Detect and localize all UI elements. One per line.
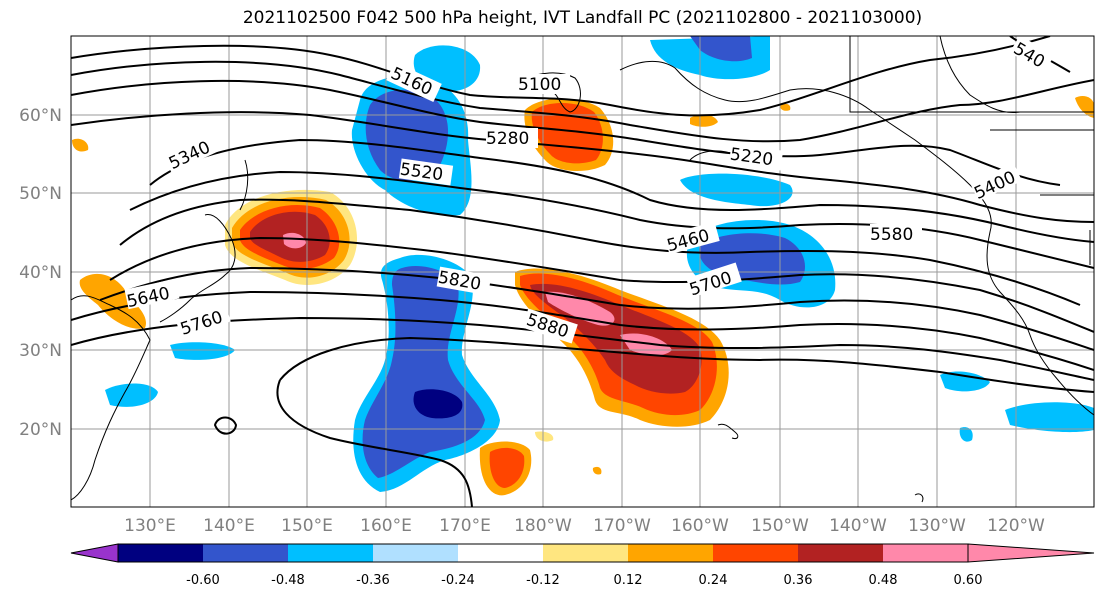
- map-frame: [70, 35, 1095, 508]
- lon-label: 170°E: [439, 516, 491, 536]
- positive-anomaly-japan: [225, 189, 358, 285]
- lon-label: 150°W: [751, 516, 809, 536]
- lon-label: 120°W: [987, 516, 1045, 536]
- lon-label: 130°E: [124, 516, 176, 536]
- colorbar-bin: [883, 544, 968, 562]
- colorbar-bin: [118, 544, 203, 562]
- longitude-labels: 130°E 140°E 150°E 160°E 170°E 180°W 170°…: [124, 516, 1045, 536]
- colorbar-bin: [628, 544, 713, 562]
- colorbar-ticks: -0.60 -0.48 -0.36 -0.24 -0.12 0.12 0.24 …: [186, 573, 982, 588]
- lon-label: 130°W: [908, 516, 966, 536]
- colorbar-over-triangle: [967, 543, 1095, 563]
- lat-label: 40°N: [19, 263, 62, 283]
- colorbar-bin: [543, 544, 628, 562]
- lon-label: 180°W: [514, 516, 572, 536]
- colorbar-bin: [713, 544, 798, 562]
- colorbar-tick-label: -0.60: [186, 573, 220, 588]
- height-contours: [71, 36, 1094, 507]
- contour-label: 5280: [486, 129, 529, 149]
- negative-anomaly-small-patches: [105, 342, 1094, 442]
- lon-label: 170°W: [593, 516, 651, 536]
- map-title: 2021102500 F042 500 hPa height, IVT Land…: [242, 8, 923, 28]
- lon-label: 160°E: [360, 516, 412, 536]
- colorbar-tick-label: 0.24: [699, 573, 728, 588]
- positive-anomaly-hawaii-west: [479, 431, 602, 496]
- lat-label: 50°N: [19, 184, 62, 204]
- positive-anomaly-east-asia-small: [72, 138, 146, 329]
- colorbar-tick-label: 0.60: [954, 573, 983, 588]
- colorbar-bin: [373, 544, 458, 562]
- colorbar: -0.60 -0.48 -0.36 -0.24 -0.12 0.12 0.24 …: [70, 543, 1095, 588]
- lon-label: 140°E: [203, 516, 255, 536]
- negative-anomaly-central-pacific: [353, 254, 500, 492]
- colorbar-tick-label: 0.12: [614, 573, 643, 588]
- colorbar-tick-label: -0.12: [526, 573, 560, 588]
- colorbar-bin: [798, 544, 883, 562]
- colorbar-tick-label: -0.48: [271, 573, 305, 588]
- contour-label: 5580: [870, 225, 913, 245]
- colorbar-bin: [203, 544, 288, 562]
- map-content: 5160 5100 5280 5220 5340 5520 5400 5460 …: [71, 36, 1094, 507]
- lon-label: 150°E: [281, 516, 333, 536]
- colorbar-under-triangle: [70, 543, 119, 563]
- colorbar-bin: [458, 544, 543, 562]
- contour-label: 5100: [518, 75, 561, 95]
- lat-label: 60°N: [19, 106, 62, 126]
- lon-label: 140°W: [829, 516, 887, 536]
- colorbar-tick-label: -0.36: [356, 573, 390, 588]
- colorbar-tick-label: 0.48: [869, 573, 898, 588]
- colorbar-tick-label: -0.24: [441, 573, 475, 588]
- latitude-labels: 60°N 50°N 40°N 30°N 20°N: [19, 106, 62, 440]
- colorbar-frame: [117, 543, 969, 563]
- colorbar-bin: [288, 544, 373, 562]
- lon-label: 160°W: [671, 516, 729, 536]
- lat-label: 20°N: [19, 420, 62, 440]
- lat-label: 30°N: [19, 341, 62, 361]
- colorbar-tick-label: 0.36: [784, 573, 813, 588]
